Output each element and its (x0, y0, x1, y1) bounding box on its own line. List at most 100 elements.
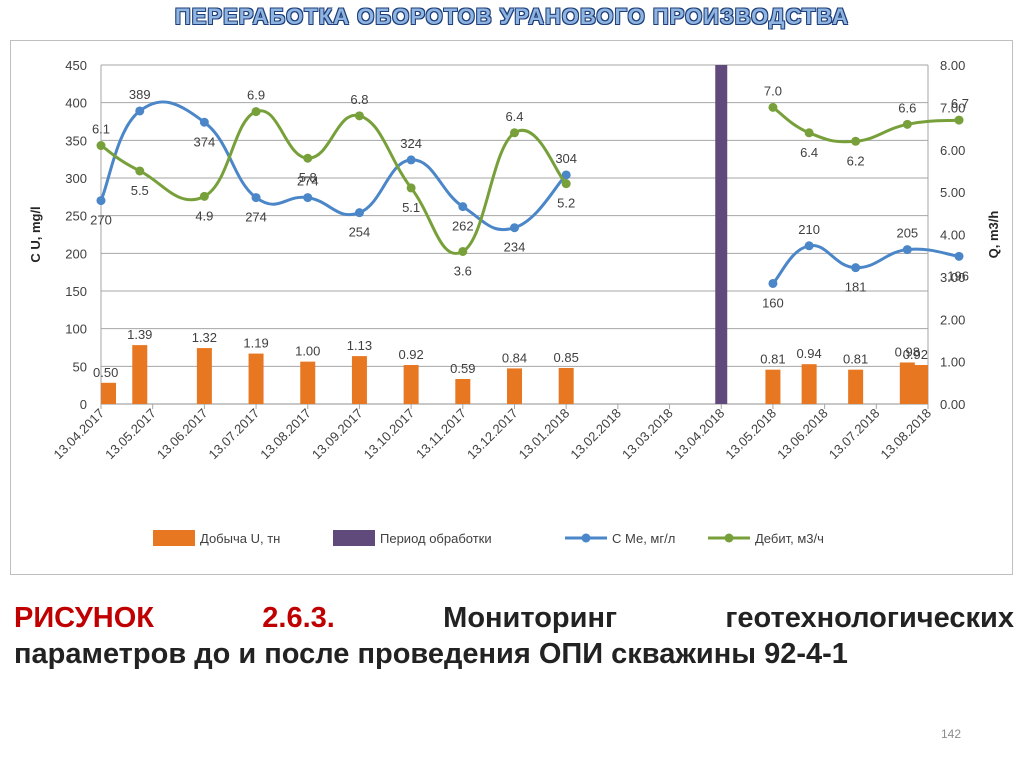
x-tick-label: 13.05.2018 (722, 406, 779, 463)
y2-tick-label: 7.00 (940, 100, 965, 115)
x-tick-label: 13.10.2017 (361, 406, 418, 463)
flow-rate-point (804, 128, 814, 138)
caption-word1: Мониторинг (443, 602, 618, 634)
legend-label: С Ме, мг/л (612, 531, 675, 546)
y-tick-label: 350 (65, 133, 87, 148)
legend-label: Период обработки (380, 531, 492, 546)
legend-marker (724, 533, 734, 543)
flow-rate-data-label: 5.8 (299, 170, 317, 185)
flow-rate-point (954, 115, 964, 125)
flow-rate-point (354, 111, 364, 121)
concentration-point (135, 106, 145, 116)
concentration-point (954, 251, 964, 261)
production-data-label: 1.13 (347, 338, 372, 353)
concentration-point (561, 170, 571, 180)
production-data-label: 0.98 (895, 344, 920, 359)
concentration-data-label: 234 (504, 240, 526, 255)
flow-rate-point (251, 107, 261, 117)
x-tick-label: 13.11.2017 (413, 406, 469, 462)
concentration-data-label: 270 (90, 213, 112, 228)
production-data-label: 0.81 (760, 352, 785, 367)
flow-rate-data-label: 5.1 (402, 200, 420, 215)
production-bar (899, 362, 915, 404)
production-data-label: 0.59 (450, 361, 475, 376)
y-tick-label: 200 (65, 246, 87, 261)
concentration-data-label: 274 (245, 210, 267, 225)
production-bar (801, 364, 817, 404)
flow-rate-point (851, 136, 861, 146)
concentration-data-label: 196 (947, 268, 969, 283)
flow-rate-point (902, 119, 912, 129)
production-bar (558, 367, 574, 404)
flow-rate-data-label: 7.0 (764, 83, 782, 98)
y2-tick-label: 3.00 (940, 270, 965, 285)
flow-rate-point (135, 166, 145, 176)
x-tick-label: 13.08.2018 (877, 406, 934, 463)
production-bar (248, 353, 264, 404)
concentration-point (251, 193, 261, 203)
y-tick-label: 300 (65, 171, 87, 186)
flow-rate-data-label: 6.8 (350, 92, 368, 107)
concentration-point (804, 241, 814, 251)
y-tick-label: 400 (65, 96, 87, 111)
y2-tick-label: 4.00 (940, 228, 965, 243)
y-tick-label: 450 (65, 58, 87, 73)
legend-swatch (333, 530, 375, 546)
y-axis-title: C U, mg/l (28, 206, 43, 262)
flow-rate-data-label: 6.2 (847, 153, 865, 168)
flow-rate-data-label: 6.4 (505, 109, 523, 124)
concentration-point (199, 117, 209, 127)
production-data-label: 0.94 (796, 346, 821, 361)
flow-rate-data-label: 6.9 (247, 88, 265, 103)
x-tick-label: 13.12.2017 (464, 406, 521, 463)
concentration-point (768, 278, 778, 288)
flow-rate-data-label: 4.9 (195, 208, 213, 223)
flow-rate-point (303, 153, 313, 163)
x-tick-label: 13.02.2018 (567, 406, 624, 463)
y-tick-label: 100 (65, 322, 87, 337)
y2-tick-label: 8.00 (940, 58, 965, 73)
flow-rate-data-label: 6.4 (800, 145, 818, 160)
concentration-data-label: 210 (798, 222, 820, 237)
flow-rate-point (96, 141, 106, 151)
concentration-point (510, 223, 519, 233)
concentration-data-label: 181 (845, 280, 867, 295)
production-bar (196, 348, 212, 404)
concentration-point (303, 193, 313, 203)
production-bar (101, 382, 116, 404)
flow-rate-point (199, 191, 209, 201)
flow-rate-line (100, 109, 568, 255)
caption-word2: геотехнологических (725, 602, 1014, 634)
production-bar (351, 356, 367, 404)
x-tick-label: 13.09.2017 (309, 406, 366, 463)
flow-rate-data-label: 6.1 (92, 122, 110, 137)
production-data-label: 0.84 (502, 350, 527, 365)
y2-tick-label: 2.00 (940, 312, 965, 327)
production-bar (300, 361, 316, 404)
x-tick-label: 13.03.2018 (619, 406, 676, 463)
concentration-data-label: 389 (129, 87, 151, 102)
x-tick-label: 13.05.2017 (102, 406, 159, 463)
chart: 0 50 100 150 200 250 300 350 400 450 0.00 1.00 2.00 3… (28, 58, 1001, 546)
production-bar (132, 345, 148, 404)
x-tick-label: 13.04.2018 (671, 406, 728, 463)
x-tick-label: 13.01.2018 (516, 406, 573, 463)
production-data-label: 0.81 (843, 352, 868, 367)
production-bar (848, 369, 864, 404)
legend-label: Добыча U, тн (200, 531, 280, 546)
treatment-period-bar (715, 65, 728, 404)
production-bar (403, 365, 419, 404)
concentration-point (458, 202, 468, 212)
production-data-label: 0.50 (93, 365, 118, 380)
x-tick-label: 13.06.2018 (774, 406, 831, 463)
concentration-data-label: 160 (762, 295, 784, 310)
flow-rate-point (561, 179, 571, 189)
concentration-point (354, 208, 364, 218)
flow-rate-data-label: 5.5 (131, 183, 149, 198)
concentration-data-label: 324 (400, 136, 422, 151)
figure-caption: РИСУНОК 2.6.3. Мониторинг геотехнологиче… (14, 600, 1014, 672)
concentration-data-label: 374 (194, 134, 216, 149)
flow-rate-point (406, 183, 416, 193)
concentration-point (96, 196, 106, 206)
x-tick-label: 13.04.2017 (50, 406, 107, 463)
